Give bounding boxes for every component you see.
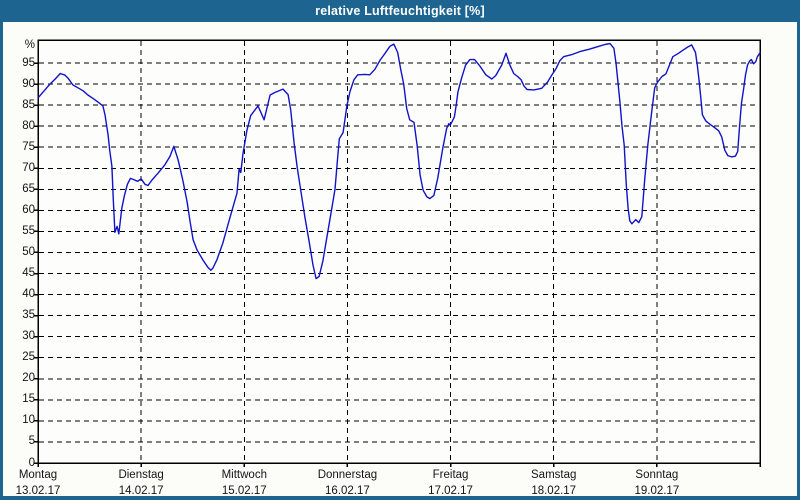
y-tick-label: 85: [22, 98, 35, 111]
y-tick-label: 60: [22, 203, 35, 216]
y-tick-label: 50: [22, 245, 35, 258]
x-day-label: Dienstag: [118, 469, 164, 481]
y-tick-label: 15: [22, 393, 35, 406]
chart-content-area: 0 5 10 15 20 25 30 35 40 45 50 55 60 65 70 75 80 85 90 95% M…: [3, 22, 797, 497]
x-date-label: 14.02.17: [118, 485, 164, 497]
x-date-label: 19.02.17: [634, 485, 680, 497]
y-tick-label: 90: [22, 77, 35, 90]
x-day-label: Mittwoch: [221, 469, 267, 481]
y-tick-label: 65: [22, 182, 35, 195]
x-day-label: Montag: [18, 469, 58, 481]
y-tick-label: 25: [22, 351, 35, 364]
y-tick-label: 80: [22, 119, 35, 132]
x-date-label: 18.02.17: [531, 485, 577, 497]
y-tick-label: 5: [28, 435, 35, 448]
x-date-label: 13.02.17: [15, 485, 61, 497]
y-tick-label: 10: [22, 414, 35, 427]
x-day-label: Freitag: [432, 469, 469, 481]
y-tick-label: 95: [22, 56, 35, 69]
x-date-label: 16.02.17: [325, 485, 370, 497]
y-tick-label: 0: [28, 456, 35, 469]
window-title-bar[interactable]: relative Luftfeuchtigkeit [%]: [0, 0, 800, 22]
y-tick-label: 70: [22, 161, 35, 174]
y-tick-label: 20: [22, 372, 35, 385]
y-axis-unit-label: %: [24, 39, 35, 51]
x-day-label: Donnerstag: [317, 469, 378, 481]
y-tick-label: 55: [22, 224, 35, 237]
window-title: relative Luftfeuchtigkeit [%]: [315, 4, 485, 18]
y-tick-label: 40: [22, 288, 35, 301]
x-date-label: 17.02.17: [428, 485, 473, 497]
y-tick-label: 35: [22, 309, 35, 322]
y-tick-label: 30: [22, 330, 35, 343]
y-tick-label: 45: [22, 267, 35, 280]
x-day-label: Samstag: [531, 469, 577, 481]
x-date-label: 15.02.17: [221, 485, 267, 497]
y-tick-label: 75: [22, 140, 35, 153]
x-day-label: Sonntag: [635, 469, 679, 481]
